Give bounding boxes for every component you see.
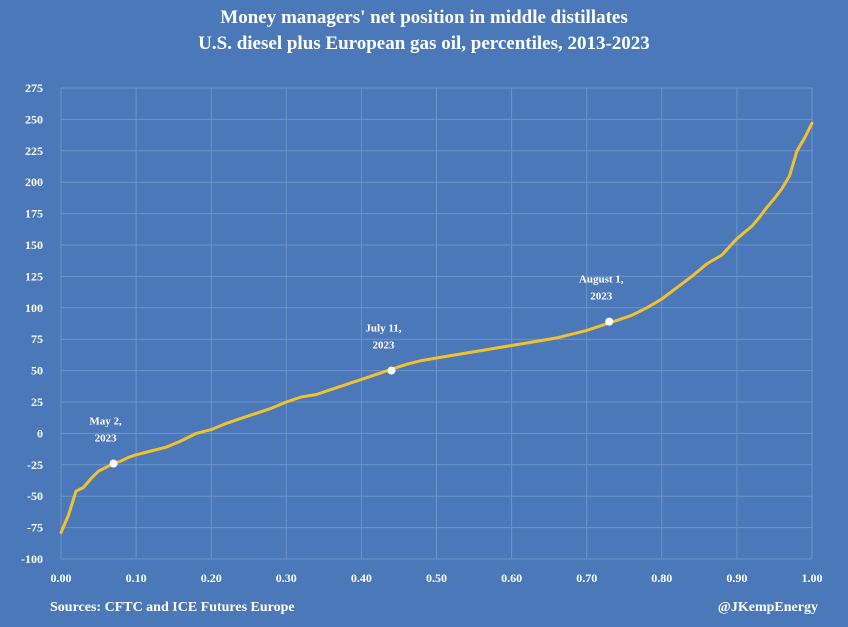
x-tick-label: 0.10	[126, 571, 147, 585]
chart-subtitle: U.S. diesel plus European gas oil, perce…	[198, 33, 650, 54]
annotation-label-line1: May 2,	[89, 416, 122, 428]
author-handle: @JKempEnergy	[717, 600, 818, 615]
y-tick-label: -100	[21, 552, 43, 566]
y-tick-label: 200	[25, 175, 43, 189]
y-tick-label: 100	[25, 301, 43, 315]
source-note: Sources: CFTC and ICE Futures Europe	[50, 600, 295, 615]
annotation-marker	[605, 317, 614, 326]
series-line	[59, 121, 814, 535]
y-tick-label: 125	[25, 269, 43, 283]
x-tick-label: 0.70	[576, 571, 597, 585]
x-tick-label: 0.30	[276, 571, 297, 585]
annotation-label-line2: 2023	[372, 340, 395, 352]
y-tick-label: 225	[25, 144, 43, 158]
annotation-label-line1: July 11,	[365, 323, 401, 335]
y-tick-label: 250	[25, 112, 43, 126]
y-tick-label: 25	[31, 395, 43, 409]
x-tick-label: 0.40	[351, 571, 372, 585]
x-axis-ticks: 0.00 0.10 0.20 0.30 0.40 0.50 0.60 0.70 0.80 0.90…	[51, 571, 823, 585]
x-tick-label: 0.90	[726, 571, 747, 585]
y-tick-label: 50	[31, 364, 43, 378]
y-tick-label: 0	[37, 426, 43, 440]
annotation-marker	[387, 366, 396, 375]
x-tick-label: 0.00	[51, 571, 72, 585]
annotation-marker	[109, 459, 118, 468]
x-tick-label: 1.00	[802, 571, 823, 585]
gridlines	[60, 87, 813, 560]
y-tick-label: 175	[25, 207, 43, 221]
x-tick-label: 0.20	[201, 571, 222, 585]
x-tick-label: 0.60	[501, 571, 522, 585]
y-tick-label: 150	[25, 238, 43, 252]
y-tick-label: 75	[31, 332, 43, 346]
x-tick-label: 0.50	[426, 571, 447, 585]
y-tick-label: -25	[27, 458, 43, 472]
chart-title: Money managers' net position in middle d…	[220, 7, 628, 28]
annotation-label-line1: August 1,	[579, 274, 624, 286]
y-tick-label: -50	[27, 489, 43, 503]
annotation-label-line2: 2023	[95, 433, 118, 445]
y-axis-ticks: 2752502252001751501251007550250-25-50-75…	[21, 81, 43, 566]
annotations: May 2, 2023 July 11, 2023 August 1, 2023	[89, 274, 624, 468]
series-group	[59, 121, 814, 535]
annotation-label-line2: 2023	[590, 291, 613, 303]
y-tick-label: 275	[25, 81, 43, 95]
y-tick-label: -75	[27, 521, 43, 535]
x-tick-label: 0.80	[651, 571, 672, 585]
